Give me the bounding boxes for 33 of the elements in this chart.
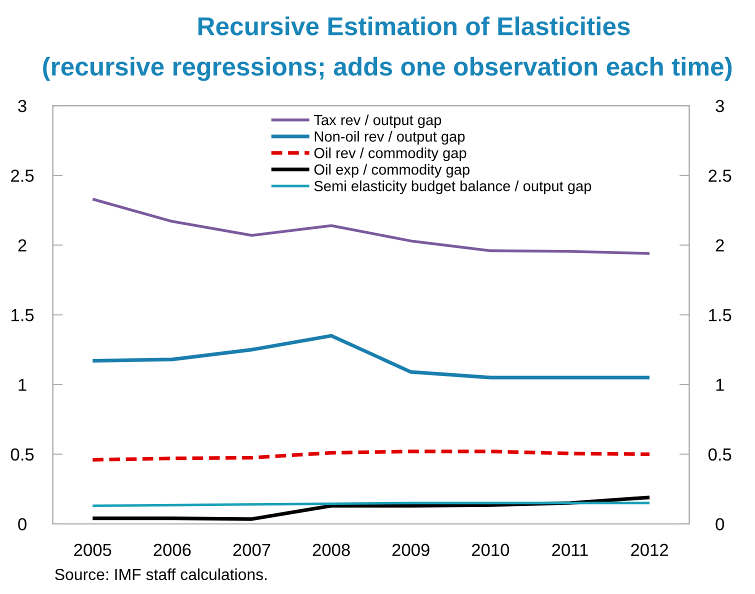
x-tick-label: 2007 (233, 544, 270, 556)
chart-subtitle: (recursive regressions; adds one observation each time) (43, 56, 732, 81)
x-tick-label: 2011 (552, 544, 588, 556)
source-note: Source: IMF staff calculations. (55, 568, 267, 580)
y-tick-label: 1 (18, 378, 26, 391)
y2-tick-label: 1 (716, 378, 724, 391)
y2-tick-label: 1.5 (709, 309, 732, 322)
legend-label: Oil exp / commodity gap (314, 164, 470, 178)
y-tick-label: 2.5 (11, 170, 34, 182)
y-tick-label: 3 (18, 100, 26, 112)
legend-label: Oil rev / commodity gap (314, 148, 466, 162)
y2-tick-label: 2 (716, 239, 724, 252)
x-tick-label: 2008 (312, 544, 350, 556)
y2-tick-label: 0 (716, 518, 724, 530)
y2-tick-label: 0.5 (708, 448, 732, 461)
x-tick-label: 2012 (631, 544, 668, 556)
y-tick-label: 2 (18, 239, 26, 252)
line-series (90, 334, 652, 380)
line-series (90, 450, 652, 462)
legend-label: Tax rev / output gap (314, 114, 442, 128)
y-tick-label: 1.5 (12, 309, 34, 322)
y-tick-label: 0 (18, 518, 26, 530)
y2-tick-label: 2.5 (708, 170, 732, 182)
x-tick-label: 2009 (392, 544, 430, 556)
x-tick-label: 2006 (154, 544, 191, 556)
chart-title: Recursive Estimation of Elasticities (198, 16, 630, 36)
y2-tick-label: 3 (716, 100, 724, 112)
x-tick-label: 2010 (472, 544, 510, 556)
x-tick-label: 2005 (74, 544, 112, 556)
y-tick-label: 0.5 (10, 448, 34, 461)
legend-label: Non-oil rev / output gap (314, 130, 465, 145)
line-series (91, 198, 651, 255)
legend-label: Semi elasticity budget balance / output gap (314, 180, 592, 194)
